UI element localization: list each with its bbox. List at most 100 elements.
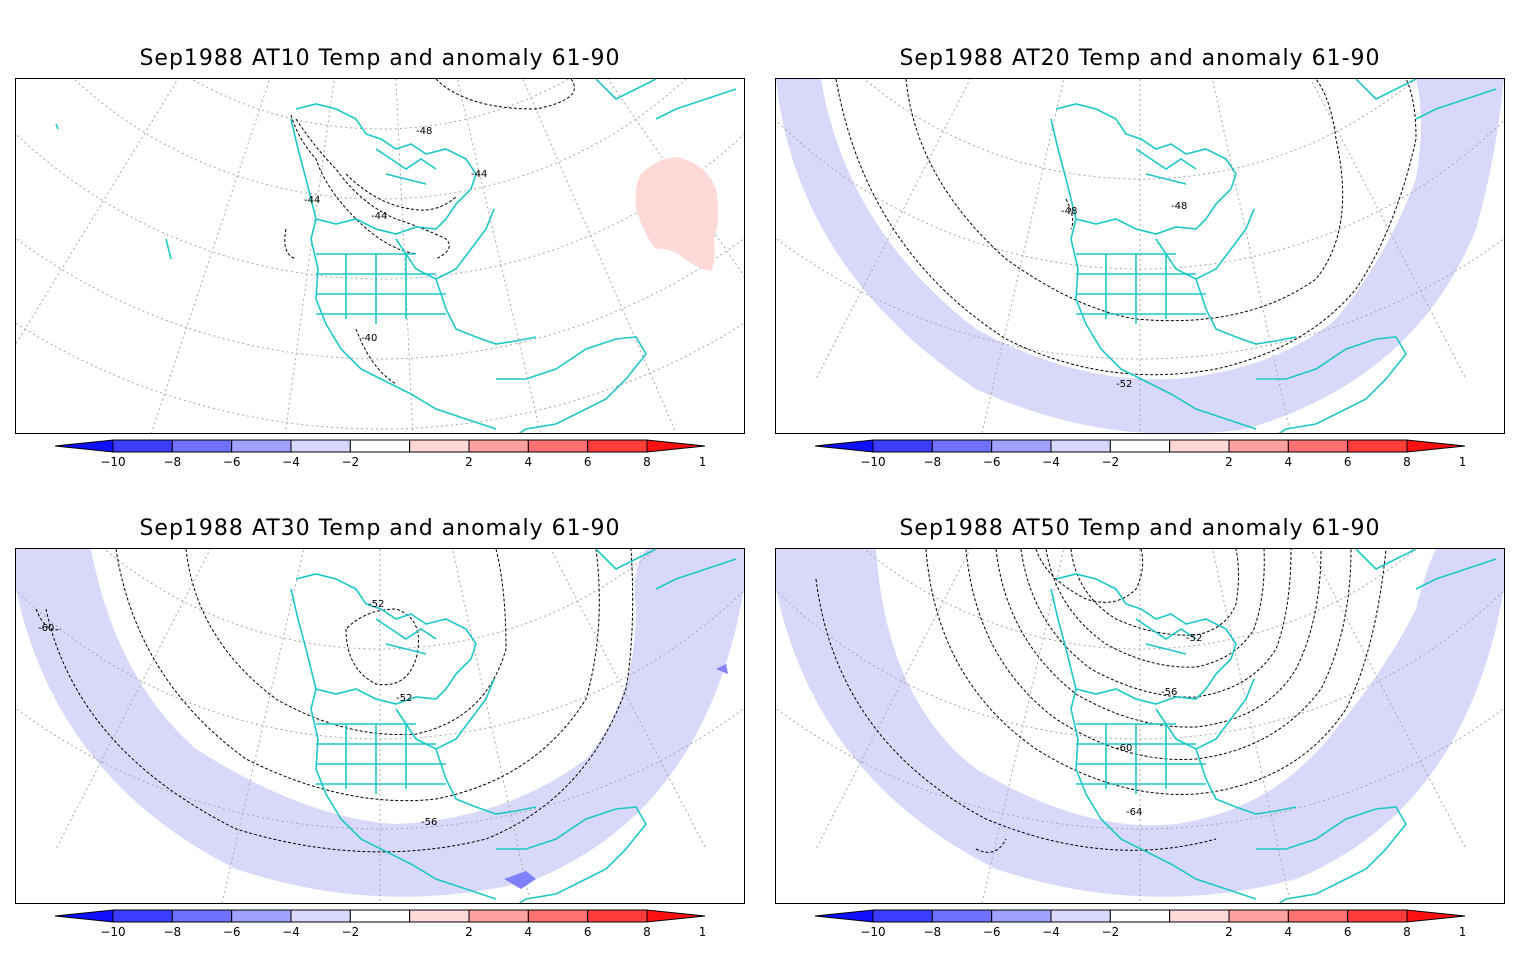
colorbar-segment [171,909,233,923]
colorbar-segment [587,909,648,923]
contour-label: -52 [368,599,384,610]
colorbar: −10 −8 −6 −4 −2 2 4 6 8 10 [815,439,1465,469]
colorbar-segment [1050,909,1111,923]
map-frame: -52 -52 -56 -60 [15,548,745,904]
contours [835,79,1417,376]
colorbar: −10 −8 −6 −4 −2 2 4 6 8 10 [815,909,1465,939]
map-svg: -48 -44 -44 -44 -40 [16,79,744,433]
colorbar-tick-label: 4 [1285,455,1293,469]
colorbar-tick-label: −6 [223,925,241,939]
coastline [1050,79,1497,433]
colorbar-tick-label: 10 [699,925,705,939]
colorbar-tick-label: −10 [860,455,885,469]
colorbar-segment [527,909,589,923]
contour-label: -40 [361,333,377,344]
colorbar-tick-label: 2 [465,455,473,469]
contour-labels: -48 -44 -44 -44 -40 [304,126,487,344]
coastline [1050,549,1497,903]
colorbar-segment [1169,909,1230,923]
colorbar-tick-label: −10 [860,925,885,939]
colorbar-segment [1228,439,1289,453]
graticule [16,79,744,433]
colorbar-arrow-left [815,909,874,923]
colorbar-tick-label: 8 [643,455,651,469]
colorbar: −10 −8 −6 −4 −2 2 4 6 8 10 [55,439,705,469]
map-frame: -48 -48 -52 [775,78,1505,434]
colorbar-tick-label: 8 [1403,455,1411,469]
colorbar-segment [409,439,470,453]
colorbar-segment [931,909,993,923]
colorbar-segment [527,439,589,453]
contour-label: -44 [371,211,387,222]
colorbar-arrow-left [815,439,874,453]
colorbar-segment [1109,439,1171,453]
colorbar-tick-label: −8 [163,455,181,469]
colorbar-segment [1347,909,1408,923]
colorbar-arrow-right [1406,439,1465,453]
contour-label: -64 [1126,807,1142,818]
contour-label: -48 [1061,206,1077,217]
panel-at10: Sep1988 AT10 Temp and anomaly 61-90 [15,40,745,490]
colorbar-segment [231,439,292,453]
colorbar-segment [587,439,648,453]
contour-label: -52 [1186,633,1202,644]
colorbar-tick-label: −4 [282,925,300,939]
outside-disk [776,79,1504,433]
contour-label: -52 [396,693,412,704]
colorbar-tick-label: −4 [1042,455,1060,469]
colorbar-arrow-right [1406,909,1465,923]
colorbar-arrow-right [646,909,705,923]
colorbar-tick-label: −2 [1101,925,1119,939]
colorbar-tick-label: 4 [525,455,533,469]
contour-labels: -52 -52 -56 -60 [38,599,437,828]
colorbar-tick-label: 6 [1344,455,1352,469]
colorbar-tick-label: −8 [923,925,941,939]
colorbar-tick-label: −6 [983,455,1001,469]
colorbar-segment [171,439,233,453]
strong-negative-patch [504,871,536,889]
positive-anomaly-patch [635,157,719,271]
colorbar-segment [349,439,411,453]
colorbar-tick-label: −2 [341,925,359,939]
map-svg: -48 -48 -52 [776,79,1504,433]
colorbar-tick-label: −10 [100,925,125,939]
colorbar-segment [1287,439,1349,453]
negative-anomaly-band [776,79,1504,433]
colorbar-tick-label: 2 [1225,925,1233,939]
colorbar-segment [991,909,1052,923]
coastline [55,79,737,433]
colorbar-segment [231,909,292,923]
contours [284,79,575,385]
graticule [776,549,1504,903]
colorbar-segment [991,439,1052,453]
colorbar-tick-label: −8 [163,925,181,939]
panel-at50: Sep1988 AT50 Temp and anomaly 61-90 [775,510,1505,960]
colorbar-tick-label: 6 [584,925,592,939]
colorbar-segment [872,909,933,923]
colorbar-tick-label: 10 [699,455,705,469]
graticule [16,549,744,903]
colorbar-tick-label: −6 [223,455,241,469]
colorbar-segment [468,909,529,923]
map-frame: -52 -56 -60 -64 [775,548,1505,904]
colorbar-segment [468,439,529,453]
coastline [290,549,737,903]
contour-label: -56 [421,817,437,828]
panel-title: Sep1988 AT20 Temp and anomaly 61-90 [899,46,1381,71]
contour-label: -60 [1116,743,1132,754]
colorbar-segment [1109,909,1171,923]
colorbar-tick-label: 10 [1459,455,1465,469]
colorbar-segment [290,909,351,923]
colorbar-segment [1228,909,1289,923]
contour-labels: -48 -48 -52 [1061,201,1187,390]
contour-label: -44 [304,195,320,206]
negative-anomaly-band [776,549,1504,903]
colorbar-tick-label: 6 [1344,925,1352,939]
contour-label: -48 [416,126,432,137]
panel-at20: Sep1988 AT20 Temp and anomaly 61-90 [775,40,1505,490]
contour-label: -52 [1116,379,1132,390]
colorbar-tick-label: −2 [1101,455,1119,469]
colorbar-segment [112,909,173,923]
colorbar-tick-label: −4 [1042,925,1060,939]
colorbar-arrow-left [55,909,114,923]
